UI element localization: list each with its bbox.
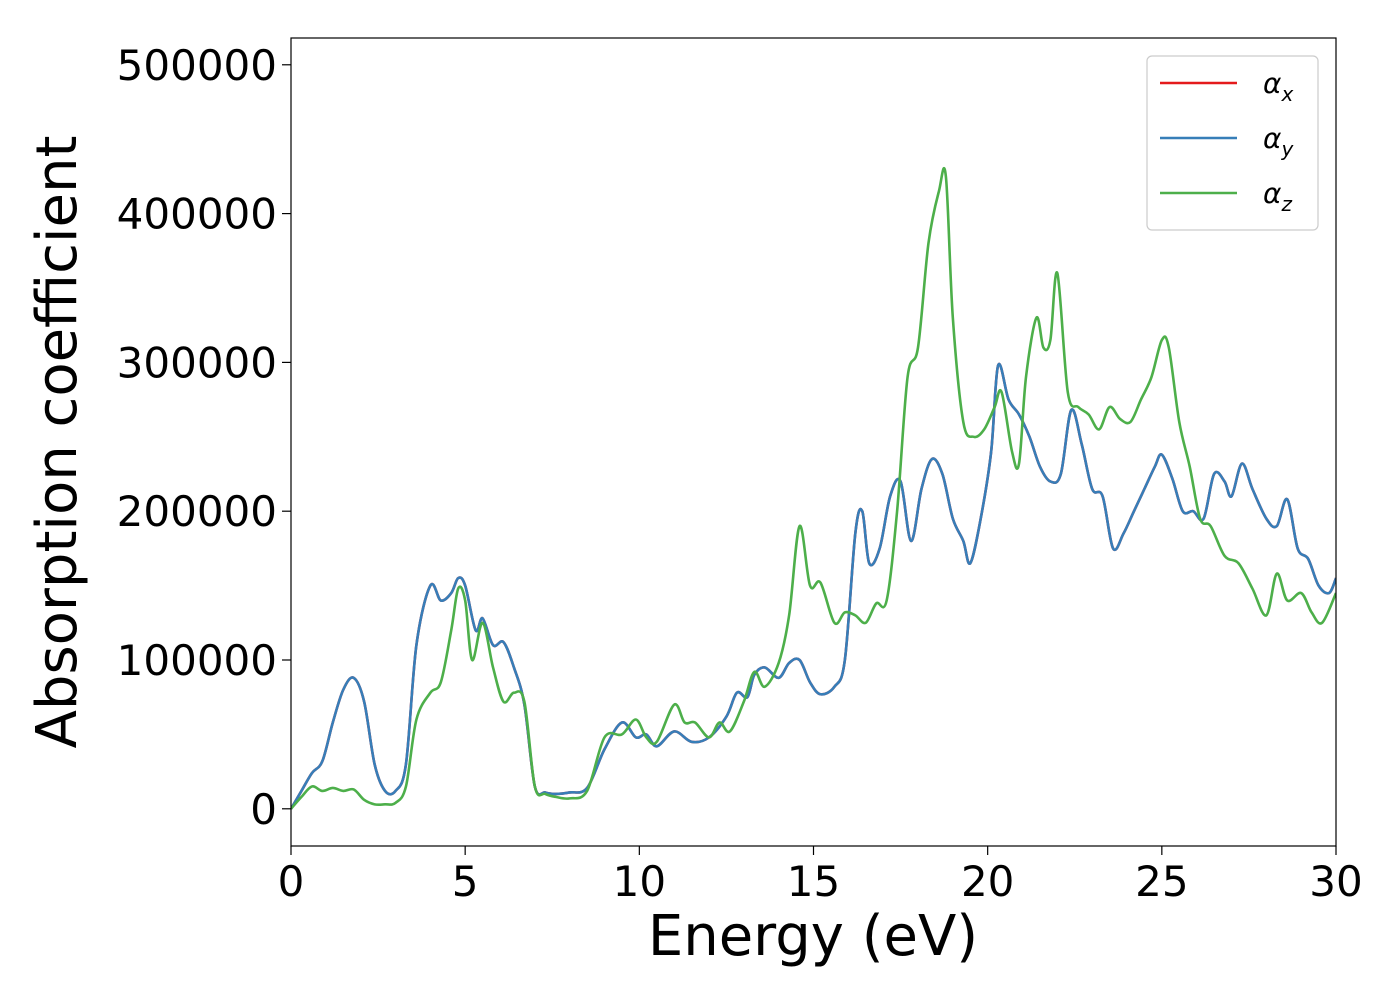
x-tick-label: 25 — [1135, 857, 1188, 906]
x-axis-label: Energy (eV) — [648, 904, 978, 969]
y-tick-label: 400000 — [117, 190, 277, 239]
legend-label-z: αz — [1263, 177, 1292, 216]
x-tick-label: 10 — [613, 857, 666, 906]
legend-box — [1146, 55, 1319, 231]
legend-label-y: αy — [1263, 122, 1294, 161]
x-tick-label: 15 — [787, 857, 840, 906]
y-tick-label: 500000 — [117, 41, 277, 90]
y-tick-label: 100000 — [117, 636, 277, 685]
series-line-y — [291, 362, 1336, 810]
x-tick-label: 20 — [961, 857, 1014, 906]
y-tick-label: 300000 — [117, 338, 277, 387]
series-line-z — [291, 166, 1336, 810]
y-axis-label: Absorption coefficient — [25, 136, 90, 749]
series-layer — [291, 166, 1336, 810]
y-tick-label: 0 — [250, 785, 277, 834]
y-axis: 0 100000 200000 300000 400000 500000 — [117, 41, 291, 834]
x-tick-label: 5 — [452, 857, 479, 906]
x-tick-label: 30 — [1309, 857, 1362, 906]
legend-label-x: αx — [1263, 67, 1293, 106]
y-tick-label: 200000 — [117, 487, 277, 536]
legend: αx αy αz — [1146, 55, 1319, 231]
x-tick-label: 0 — [278, 857, 305, 906]
x-axis: 0 5 10 15 20 25 30 — [278, 846, 1363, 906]
